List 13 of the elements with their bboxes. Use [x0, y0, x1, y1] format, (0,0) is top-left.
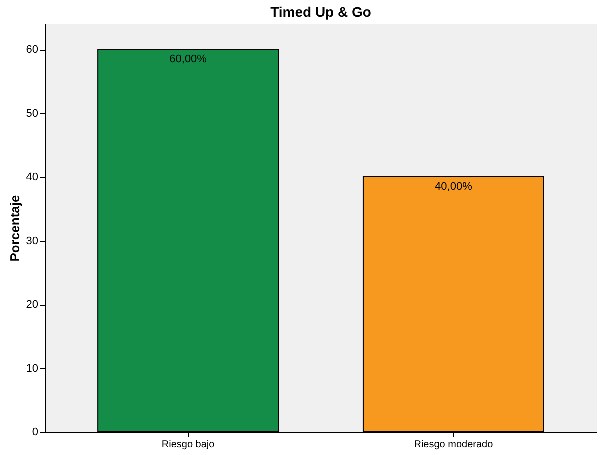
y-tick-label: 10 — [26, 362, 38, 375]
y-tick-label: 30 — [26, 235, 38, 248]
x-tick-label: Riesgo moderado — [414, 440, 494, 450]
y-tick-label: 20 — [26, 299, 38, 311]
y-tick-label: 40 — [26, 172, 38, 184]
data-label: 60,00% — [170, 54, 208, 66]
x-tick-label: Riesgo bajo — [162, 440, 216, 450]
data-label: 40,00% — [435, 181, 473, 193]
y-tick-label: 0 — [32, 426, 38, 438]
y-axis-title: Porcentaje — [7, 195, 22, 262]
y-tick-label: 50 — [26, 108, 38, 120]
chart-title: Timed Up & Go — [270, 4, 372, 20]
y-tick-label: 60 — [26, 44, 38, 56]
